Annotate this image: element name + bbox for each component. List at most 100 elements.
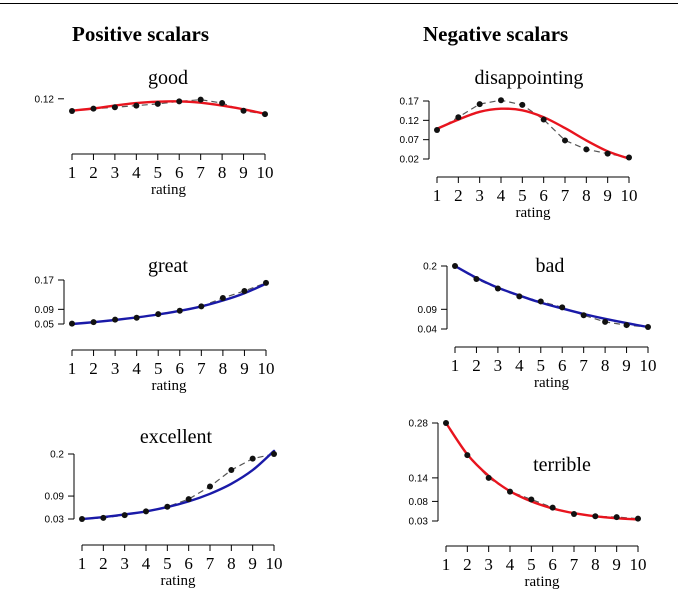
data-point: [473, 275, 480, 282]
x-tick-label: 8: [582, 186, 591, 205]
x-tick-label: 4: [506, 555, 515, 574]
y-tick-label: 0.05: [35, 320, 55, 331]
data-point: [464, 452, 471, 459]
data-point: [498, 97, 504, 104]
y-tick-label: 0.2: [50, 450, 64, 461]
x-tick-label: 5: [154, 359, 163, 378]
x-tick-label: 4: [132, 359, 141, 378]
column-title-negative: Negative scalars: [423, 22, 569, 46]
x-axis: 1 2 3 4 5 6 7 8 9 10 rating: [68, 153, 274, 198]
data-point: [69, 108, 75, 115]
y-tick-label: 0.07: [400, 135, 420, 146]
data-point: [69, 320, 75, 327]
y-axis: 0.03 0.08 0.14 0.28: [409, 419, 439, 528]
x-tick-label: 1: [68, 359, 77, 378]
x-tick-label: 8: [227, 554, 236, 573]
data-point: [154, 100, 161, 107]
chart-panel-good: good 1 2 3 4 5 6 7 8 9 10 rating 0.12: [35, 67, 274, 198]
data-point: [112, 316, 119, 323]
y-axis: 0.03 0.09 0.2: [45, 450, 75, 526]
x-tick-label: 8: [219, 359, 228, 378]
x-tick-label: 5: [527, 555, 536, 574]
data-point: [176, 307, 183, 314]
x-tick-label: 3: [111, 359, 120, 378]
y-tick-label: 0.08: [409, 497, 429, 508]
x-tick-label: 7: [579, 356, 588, 375]
data-point: [559, 304, 566, 311]
x-tick-label: 6: [558, 356, 567, 375]
x-tick-label: 1: [433, 186, 442, 205]
data-point: [443, 420, 449, 426]
data-point: [476, 101, 483, 108]
chart-title: terrible: [533, 454, 591, 476]
data-point: [549, 504, 556, 511]
x-tick-label: 4: [132, 163, 141, 182]
fit-curve: [80, 449, 276, 521]
x-tick-label: 3: [475, 186, 484, 205]
column-title-positive: Positive scalars: [72, 22, 210, 46]
chart-panel-terrible: terrible 1 2 3 4 5 6 7 8 9 10 rating 0.03 0.08 0.14 0.2…: [409, 419, 647, 591]
x-tick-label: 5: [154, 163, 163, 182]
x-axis: 1 2 3 4 5 6 7 8 9 10 rating: [451, 346, 657, 391]
data-point: [219, 100, 226, 107]
y-tick-label: 0.04: [418, 325, 438, 336]
x-tick-label: 5: [537, 356, 546, 375]
data-point: [271, 451, 277, 457]
data-point: [143, 508, 149, 515]
x-tick-label: 5: [518, 186, 527, 205]
x-axis-label: rating: [151, 182, 186, 198]
x-tick-label: 2: [89, 359, 98, 378]
x-tick-label: 2: [99, 554, 108, 573]
y-tick-label: 0.17: [400, 97, 420, 108]
x-tick-label: 2: [89, 163, 98, 182]
x-axis: 1 2 3 4 5 6 7 8 9 10 rating: [442, 545, 647, 590]
data-point: [262, 111, 268, 118]
data-point: [228, 467, 235, 474]
y-tick-label: 0.2: [423, 262, 437, 273]
data-point: [635, 515, 641, 522]
x-tick-label: 8: [601, 356, 610, 375]
y-tick-label: 0.09: [418, 305, 438, 316]
data-point: [583, 146, 590, 153]
data-point: [434, 127, 440, 133]
chart-title: disappointing: [475, 67, 584, 89]
data-point: [164, 503, 171, 510]
x-tick-label: 4: [142, 554, 151, 573]
y-axis: 0.04 0.09 0.2: [418, 262, 448, 336]
x-tick-label: 6: [539, 186, 548, 205]
chart-panel-great: great 1 2 3 4 5 6 7 8 9 10 rating 0.05 0.09 0.17: [35, 255, 275, 394]
x-axis: 1 2 3 4 5 6 7 8 9 10 rating: [78, 544, 283, 589]
x-tick-label: 4: [515, 356, 524, 375]
y-tick-label: 0.03: [45, 515, 65, 526]
data-point: [507, 488, 513, 495]
data-point: [602, 318, 609, 325]
x-tick-label: 10: [258, 359, 275, 378]
data-point: [241, 288, 248, 294]
data-point: [452, 263, 458, 269]
chart-title: excellent: [140, 426, 213, 448]
x-tick-label: 3: [120, 554, 129, 573]
data-point: [197, 96, 204, 103]
data-point: [198, 303, 205, 310]
y-tick-label: 0.17: [35, 276, 55, 287]
data-point: [613, 514, 620, 521]
data-point: [519, 101, 526, 108]
x-tick-label: 7: [206, 554, 215, 573]
data-point: [562, 137, 568, 144]
y-tick-label: 0.03: [409, 517, 429, 528]
data-point: [528, 496, 535, 503]
observed-dashed-line: [436, 99, 630, 159]
data-point: [79, 516, 85, 522]
x-tick-label: 10: [621, 186, 638, 205]
data-point: [100, 514, 107, 521]
y-tick-label: 0.12: [400, 116, 420, 127]
x-axis-label: rating: [516, 205, 551, 221]
x-tick-label: 7: [197, 359, 206, 378]
x-tick-label: 9: [248, 554, 257, 573]
x-axis-label: rating: [152, 378, 187, 394]
x-tick-label: 3: [494, 356, 503, 375]
x-tick-label: 2: [472, 356, 481, 375]
x-tick-label: 10: [266, 554, 283, 573]
data-point: [455, 114, 462, 121]
x-tick-label: 6: [175, 163, 184, 182]
